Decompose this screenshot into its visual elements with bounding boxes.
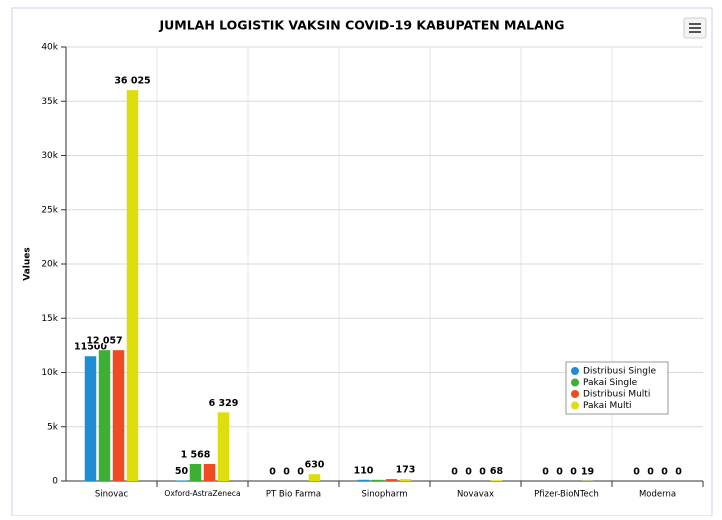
x-tick-label: Novavax bbox=[457, 490, 494, 500]
data-label: 0 bbox=[647, 467, 654, 478]
legend-label: Pakai Multi bbox=[583, 401, 631, 411]
data-label: 36 025 bbox=[114, 76, 150, 87]
menu-button[interactable] bbox=[684, 18, 706, 38]
data-label: 12 057 bbox=[86, 336, 122, 347]
x-tick-label: PT Bio Farma bbox=[266, 490, 321, 500]
y-tick-label: 0 bbox=[52, 477, 58, 487]
chart-title: JUMLAH LOGISTIK VAKSIN COVID-19 KABUPATE… bbox=[158, 18, 564, 33]
data-label: 0 bbox=[633, 467, 640, 478]
x-tick-label: Moderna bbox=[639, 490, 676, 500]
bar bbox=[204, 464, 216, 481]
data-label: 0 bbox=[556, 467, 563, 478]
bar bbox=[113, 350, 125, 481]
data-label: 173 bbox=[396, 465, 416, 476]
legend-label: Pakai Single bbox=[583, 378, 638, 388]
data-label: 0 bbox=[297, 467, 304, 478]
data-label: 0 bbox=[661, 467, 668, 478]
bar bbox=[372, 480, 384, 481]
data-label: 110 bbox=[354, 465, 374, 476]
y-tick-label: 30k bbox=[41, 151, 58, 161]
menu-bar bbox=[689, 27, 701, 29]
bar bbox=[127, 90, 139, 481]
legend-marker bbox=[571, 390, 579, 398]
y-tick-label: 40k bbox=[41, 43, 58, 53]
y-axis-title: Values bbox=[23, 247, 33, 281]
y-tick-label: 10k bbox=[41, 368, 58, 378]
bar bbox=[85, 356, 97, 481]
data-label: 0 bbox=[283, 467, 290, 478]
data-label: 0 bbox=[570, 467, 577, 478]
data-label: 1 568 bbox=[181, 449, 211, 460]
bar bbox=[400, 479, 412, 481]
data-label: 0 bbox=[451, 467, 458, 478]
bar bbox=[491, 480, 503, 481]
data-label: 68 bbox=[490, 466, 504, 477]
menu-bar bbox=[689, 31, 701, 33]
bar bbox=[176, 480, 188, 481]
bar bbox=[358, 480, 370, 481]
bar bbox=[190, 464, 202, 481]
y-tick-label: 5k bbox=[47, 422, 59, 432]
y-tick-label: 15k bbox=[41, 314, 58, 324]
legend-marker bbox=[571, 379, 579, 387]
y-tick-label: 25k bbox=[41, 205, 58, 215]
menu-bar bbox=[689, 23, 701, 25]
data-label: 19 bbox=[581, 466, 594, 477]
x-tick-label: Pfizer-BioNTech bbox=[534, 490, 599, 500]
bar bbox=[386, 479, 398, 481]
data-label: 0 bbox=[479, 467, 486, 478]
data-label: 0 bbox=[269, 467, 276, 478]
legend-label: Distribusi Single bbox=[583, 367, 656, 377]
data-label: 0 bbox=[465, 467, 472, 478]
bar bbox=[309, 474, 321, 481]
x-tick-label: Sinovac bbox=[95, 490, 129, 500]
data-label: 50 bbox=[175, 466, 189, 477]
y-tick-label: 35k bbox=[41, 97, 58, 107]
data-label: 0 bbox=[675, 467, 682, 478]
data-label: 630 bbox=[305, 460, 325, 471]
bar bbox=[99, 350, 111, 481]
bar bbox=[218, 412, 230, 481]
legend-marker bbox=[571, 367, 579, 375]
y-tick-label: 20k bbox=[41, 260, 58, 270]
data-label: 6 329 bbox=[209, 398, 239, 409]
x-tick-label: Sinopharm bbox=[362, 490, 408, 500]
data-label: 0 bbox=[542, 467, 549, 478]
x-tick-label: Oxford-AstraZeneca bbox=[164, 489, 240, 498]
legend-marker bbox=[571, 402, 579, 410]
legend-label: Distribusi Multi bbox=[583, 390, 650, 400]
